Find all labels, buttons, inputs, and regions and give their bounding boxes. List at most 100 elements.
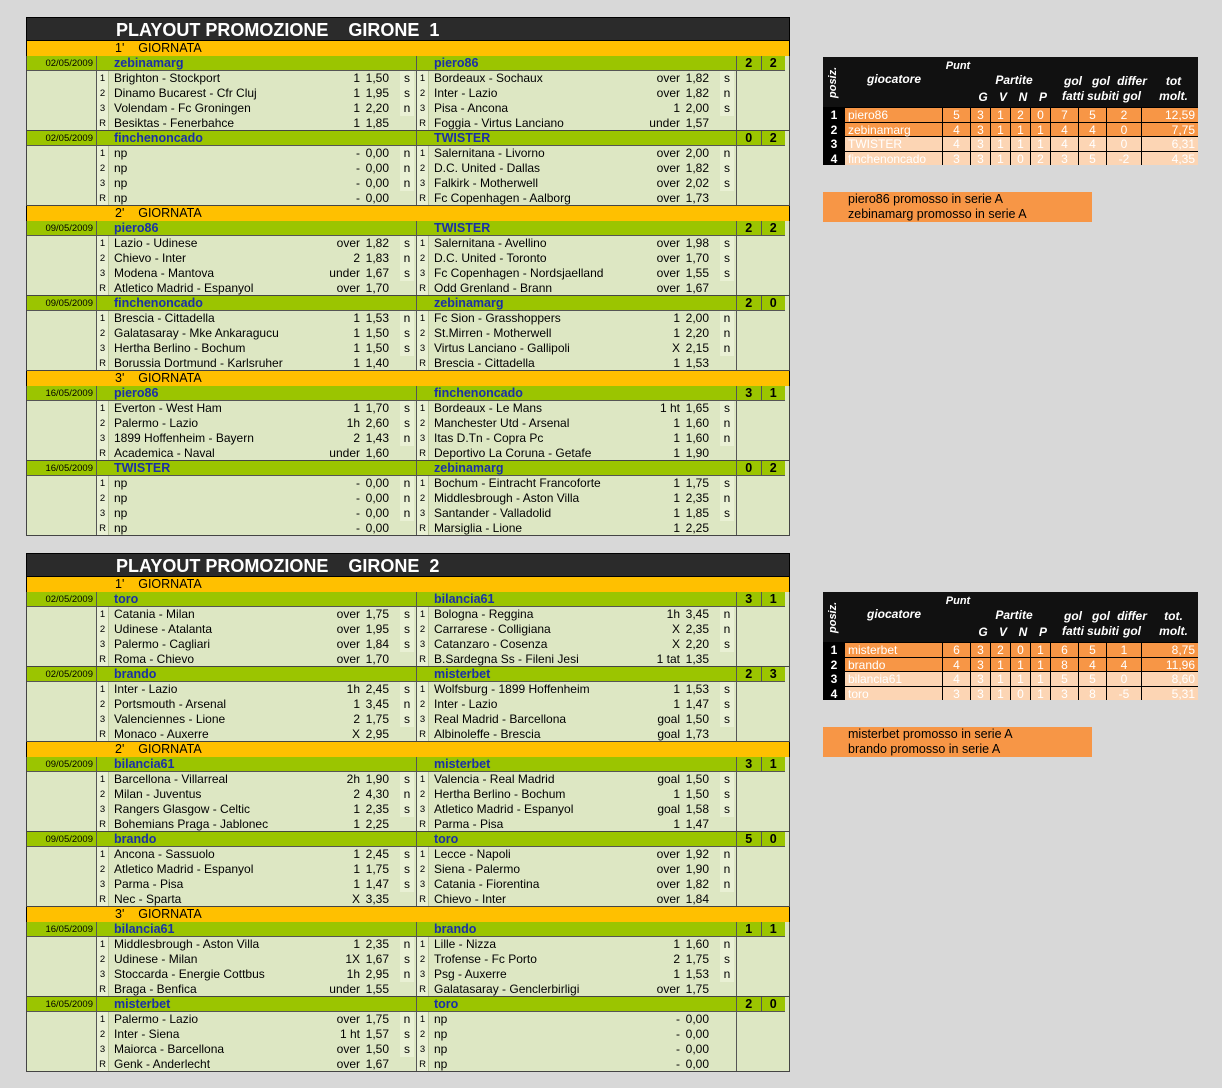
pick-outcome: s	[400, 416, 414, 431]
pick-bet: -	[676, 1027, 680, 1041]
pick-row: 3 Itas D.Tn - Copra Pc 1 1,60 n	[417, 431, 736, 446]
pick-row: 1 Valencia - Real Madrid goal 1,50 s	[417, 772, 736, 787]
player-name[interactable]: bilancia61	[97, 757, 416, 772]
pick-index: R	[97, 521, 109, 535]
player-name[interactable]: misterbet	[845, 643, 943, 657]
gol-subiti: 8	[1079, 686, 1107, 700]
player-name[interactable]: TWISTER	[845, 137, 943, 151]
player-name[interactable]: piero86	[417, 56, 736, 71]
differenza: 0	[1107, 672, 1142, 686]
player-name[interactable]: zebinamarg	[97, 56, 416, 71]
player-name[interactable]: brando	[845, 657, 943, 671]
totale-moltiplicatori: 12,59	[1164, 108, 1195, 122]
pick-outcome: s	[400, 802, 414, 817]
pick-row: 2 Udinese - Milan 1X 1,67 s	[97, 952, 416, 967]
pick-index: R	[417, 727, 429, 741]
pick-bet: over	[656, 71, 680, 85]
pick-row: 1 Bordeaux - Le Mans 1 ht 1,65 s	[417, 401, 736, 416]
pick-bet: 1h	[346, 682, 360, 696]
pick-odds: 2,60	[365, 416, 389, 430]
match-date: 02/05/2009	[27, 131, 96, 146]
player-name[interactable]: brando	[417, 922, 736, 937]
player-name[interactable]: bilancia61	[97, 922, 416, 937]
player-name[interactable]: toro	[845, 686, 943, 700]
player-name[interactable]: toro	[97, 592, 416, 607]
date-column: 09/05/2009	[27, 221, 97, 295]
pick-odds: 1,53	[685, 356, 709, 370]
pick-bet: 1	[353, 326, 360, 340]
pick-index: 1	[417, 1012, 429, 1027]
score-blank	[737, 607, 785, 666]
pick-row: 3 Hertha Berlino - Bochum 1 1,50 s	[97, 341, 416, 356]
pick-bet: 2	[353, 251, 360, 265]
gol-subiti: 4	[1079, 122, 1107, 136]
totale-moltiplicatori: 8,60	[1171, 672, 1195, 686]
player-name[interactable]: finchenoncado	[417, 386, 736, 401]
match-row: 09/05/2009 bilancia61 1 Barcellona - Villar…	[26, 757, 790, 832]
pick-index: R	[97, 892, 109, 906]
player-name[interactable]: TWISTER	[417, 221, 736, 236]
player-name[interactable]: toro	[417, 832, 736, 847]
player-name[interactable]: misterbet	[417, 667, 736, 682]
pick-event: Salernitana - Avellino	[434, 236, 547, 250]
player-name[interactable]: TWISTER	[97, 461, 416, 476]
player-name[interactable]: brando	[97, 832, 416, 847]
player-name[interactable]: zebinamarg	[417, 296, 736, 311]
differenza-header: differ	[1117, 74, 1147, 88]
player-name[interactable]: piero86	[97, 386, 416, 401]
player-name[interactable]: zebinamarg	[417, 461, 736, 476]
pick-event: Nec - Sparta	[114, 892, 182, 906]
pick-outcome: s	[720, 236, 734, 251]
pick-outcome: s	[720, 637, 734, 652]
player-name[interactable]: bilancia61	[845, 672, 943, 686]
pick-index: R	[417, 652, 429, 666]
pick-row: R Roma - Chievo over 1,70	[97, 652, 416, 666]
player-name[interactable]: toro	[417, 997, 736, 1012]
pick-event: np	[434, 1057, 448, 1071]
pick-bet: 1h	[346, 416, 360, 430]
player-name[interactable]: brando	[97, 667, 416, 682]
pick-bet: over	[656, 176, 680, 190]
pick-index: 1	[417, 772, 429, 787]
pick-event: Pisa - Ancona	[434, 101, 509, 115]
pick-bet: over	[336, 236, 360, 250]
perse: 1	[1031, 137, 1051, 151]
pick-outcome: s	[400, 622, 414, 637]
pick-bet: 1	[673, 937, 680, 951]
player-name[interactable]: TWISTER	[417, 131, 736, 146]
pick-outcome: s	[720, 476, 734, 491]
pick-row: 3 Santander - Valladolid 1 1,85 s	[417, 506, 736, 521]
player-name[interactable]: piero86	[845, 108, 943, 122]
pick-index: 2	[97, 952, 109, 967]
pick-index: R	[97, 982, 109, 996]
pick-event: 1899 Hoffenheim - Bayern	[114, 431, 254, 445]
tot-header: tot	[1165, 74, 1182, 88]
score-blank	[737, 311, 785, 370]
pick-event: Wolfsburg - 1899 Hoffenheim	[434, 682, 590, 696]
player-name[interactable]: misterbet	[97, 997, 416, 1012]
player-name[interactable]: zebinamarg	[845, 122, 943, 136]
pick-bet: over	[656, 266, 680, 280]
pick-outcome: s	[400, 1042, 414, 1057]
player-name[interactable]: misterbet	[417, 757, 736, 772]
player-name[interactable]: finchenoncado	[97, 296, 416, 311]
pick-odds: 1,84	[365, 637, 389, 651]
player-name[interactable]: finchenoncado	[97, 131, 416, 146]
pick-event: Volendam - Fc Groningen	[114, 101, 251, 115]
player-name[interactable]: piero86	[97, 221, 416, 236]
score-blank	[737, 772, 785, 831]
player-name[interactable]: bilancia61	[417, 592, 736, 607]
pick-outcome: n	[720, 607, 734, 622]
pick-outcome: n	[400, 101, 414, 116]
pick-event: np	[114, 146, 128, 160]
player-name[interactable]: finchenoncado	[845, 151, 943, 165]
pick-odds: 1,67	[685, 281, 709, 295]
pick-bet: over	[656, 877, 680, 891]
pick-index: 1	[417, 682, 429, 697]
pick-odds: 1,67	[365, 266, 389, 280]
pick-row: R Genk - Anderlecht over 1,67	[97, 1057, 416, 1071]
home-player: piero86 1 Everton - West Ham 1 1,70 s 2 Palermo…	[97, 386, 417, 460]
vinte: 1	[991, 122, 1011, 136]
